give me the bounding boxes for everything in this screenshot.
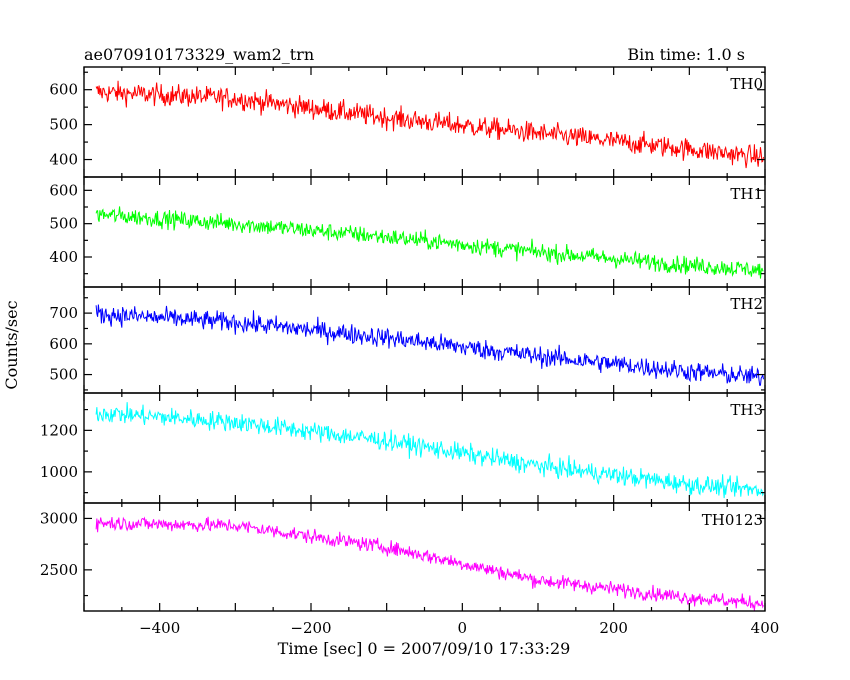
panel-label-th3: TH3 [730,401,763,419]
series-line-th0123 [95,516,764,611]
y-tick-label: 500 [49,366,78,384]
x-tick-label: −400 [139,619,180,637]
y-tick-label: 1000 [40,463,78,481]
y-tick-label: 1200 [40,421,78,439]
panel-label-th1: TH1 [730,185,763,203]
series-line-th0 [95,80,764,169]
x-tick-label: −200 [290,619,331,637]
y-tick-label: 2500 [40,561,78,579]
y-tick-label: 3000 [40,509,78,527]
panel-label-th2: TH2 [730,295,763,313]
y-tick-label: 500 [49,215,78,233]
series-line-th1 [95,206,764,279]
chart-source-title: ae070910173329_wam2_trn [84,45,314,64]
y-tick-label: 400 [49,248,78,266]
panel-frame-th1 [83,176,766,288]
y-tick-label: 600 [49,181,78,199]
x-tick-label: 400 [751,619,780,637]
panel-label-th0: TH0 [730,75,763,93]
y-tick-label: 600 [49,81,78,99]
panel-frame-th2 [83,286,766,394]
y-tick-label: 500 [49,116,78,134]
x-tick-label: 200 [599,619,628,637]
panel-label-th0123: TH0123 [702,511,763,529]
x-tick-label: 0 [458,619,468,637]
y-tick-label: 400 [49,151,78,169]
y-tick-label: 600 [49,335,78,353]
y-axis-label: Counts/sec [2,300,21,389]
panels-group: 400 500 600 TH0 400 500 600 TH1 500 600 700 TH2 1000… [40,66,780,637]
series-line-th3 [95,402,764,499]
y-tick-label: 700 [49,304,78,322]
series-line-th2 [95,304,764,386]
bin-time-label: Bin time: 1.0 s [627,45,745,64]
x-axis-label: Time [sec] 0 = 2007/09/10 17:33:29 [278,639,571,658]
